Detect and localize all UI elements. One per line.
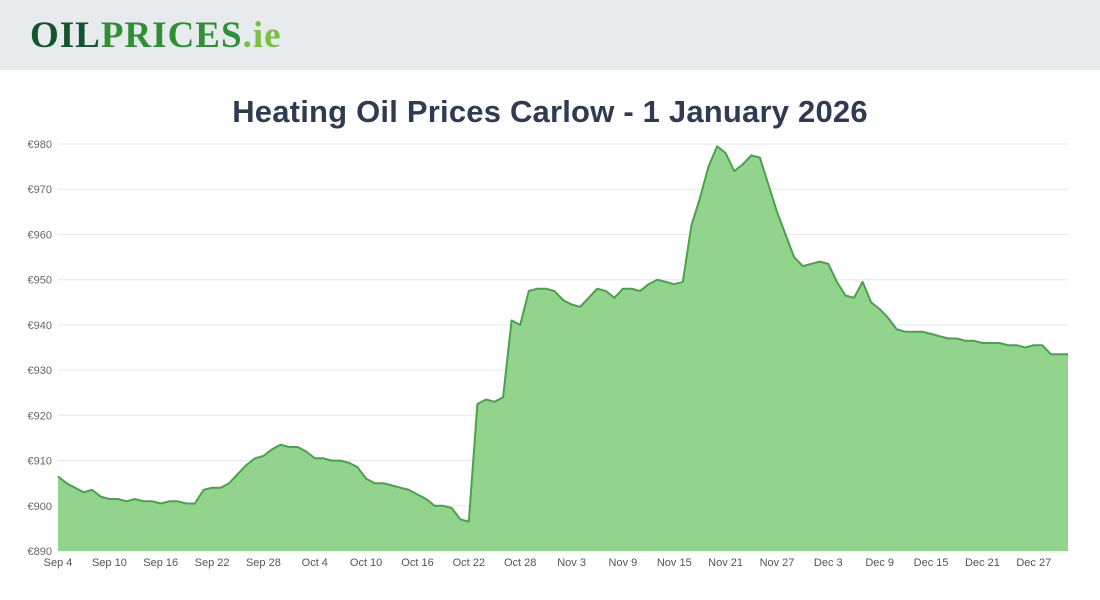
x-axis-label: Dec 21: [965, 557, 1000, 569]
x-axis-label: Oct 4: [302, 557, 328, 569]
x-axis-label: Dec 3: [814, 557, 843, 569]
x-axis-label: Dec 9: [865, 557, 894, 569]
x-axis-label: Sep 4: [44, 557, 73, 569]
y-axis-label: €950: [28, 275, 52, 287]
x-axis-label: Sep 10: [92, 557, 127, 569]
x-axis-label: Sep 16: [143, 557, 178, 569]
x-axis-label: Nov 3: [557, 557, 586, 569]
x-axis-label: Oct 16: [401, 557, 433, 569]
y-axis-label: €920: [28, 410, 52, 422]
y-axis-label: €980: [28, 139, 52, 151]
logo-part-oil: OIL: [30, 14, 101, 56]
site-logo[interactable]: OILPRICES.ie: [30, 17, 282, 54]
x-axis-label: Oct 28: [504, 557, 536, 569]
price-area-fill: [58, 146, 1068, 552]
x-axis-label: Nov 21: [708, 557, 743, 569]
x-axis-label: Sep 28: [246, 557, 281, 569]
x-axis-label: Oct 10: [350, 557, 382, 569]
x-axis-label: Dec 15: [914, 557, 949, 569]
price-line: [57, 145, 1068, 523]
logo-part-prices: PRICES: [100, 14, 243, 56]
y-axis-label: €930: [28, 365, 52, 377]
x-axis-label: Nov 15: [657, 557, 692, 569]
y-axis-label: €940: [28, 320, 52, 332]
site-header: OILPRICES.ie: [0, 0, 1100, 70]
price-chart-container[interactable]: €890 €900 €910 €920 €930 €940 €950 €960 €970 €980…: [0, 136, 1100, 586]
y-axis-label: €970: [28, 184, 52, 196]
price-area-chart[interactable]: €890 €900 €910 €920 €930 €940 €950 €960 €970 €980…: [0, 136, 1100, 586]
y-axis-label: €900: [28, 501, 52, 513]
page-title: Heating Oil Prices Carlow - 1 January 20…: [232, 94, 868, 129]
x-axis-label: Nov 9: [609, 557, 638, 569]
x-axis-label: Nov 27: [760, 557, 795, 569]
x-axis-label: Dec 27: [1016, 557, 1051, 569]
y-axis-label: €890: [28, 546, 52, 558]
logo-part-ie: .ie: [242, 14, 282, 56]
y-axis-label: €910: [28, 456, 52, 468]
x-axis-label: Oct 22: [453, 557, 485, 569]
y-axis-label: €960: [28, 229, 52, 241]
x-axis-label: Sep 22: [195, 557, 230, 569]
